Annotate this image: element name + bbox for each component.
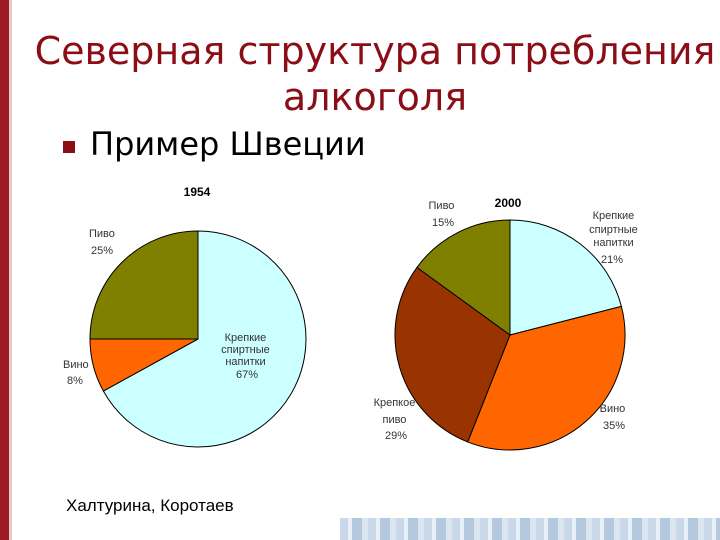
pie-2000-label-wine: Вино 35%: [600, 403, 629, 432]
pie-2000-slice-wine: [467, 305, 626, 451]
pie-2000-slice-strong-spirits: [509, 219, 622, 336]
bottom-decorative-bar: [340, 518, 720, 540]
pie-2000-label-strong-beer: Крепкое пиво 29%: [374, 397, 419, 442]
pie-chart-1954: 1954 Крепкие спиртные напитки 67% Вино 8…: [63, 185, 307, 448]
pie-1954-slice-beer: [89, 230, 199, 340]
pie-1954-label-beer: Пиво 25%: [89, 228, 118, 257]
pie-1954-label-strong-spirits: Крепкие спиртные напитки 67%: [221, 332, 273, 381]
pie-2000-label-strong-spirits: Крепкие спиртные напитки 21%: [589, 210, 641, 266]
slide-title-line-1: Северная структура потребления: [34, 29, 716, 73]
chart-title-1954: 1954: [184, 185, 211, 199]
pie-1954-label-wine: Вино 8%: [63, 359, 92, 387]
left-accent-bar: [0, 0, 9, 540]
pie-chart-2000: 2000 Крепкие спиртные напитки 21% Вино 3…: [374, 196, 641, 451]
author-credit: Халтурина, Коротаев: [66, 496, 234, 515]
pie-2000-slice-strong-beer: [394, 266, 511, 443]
slide-title: Северная структура потребления алкоголя: [30, 28, 720, 120]
slide-subtitle: Пример Швеции: [90, 125, 366, 163]
pie-2000-label-beer: Пиво 15%: [429, 200, 458, 229]
pie-2000-slice-beer: [416, 219, 511, 336]
pie-1954-slice-strong-spirits: [102, 230, 307, 448]
slide-title-line-2: алкоголя: [282, 75, 468, 119]
chart-title-2000: 2000: [495, 196, 522, 210]
bullet-square-icon: [63, 141, 75, 153]
left-accent-stripe: [9, 0, 12, 540]
